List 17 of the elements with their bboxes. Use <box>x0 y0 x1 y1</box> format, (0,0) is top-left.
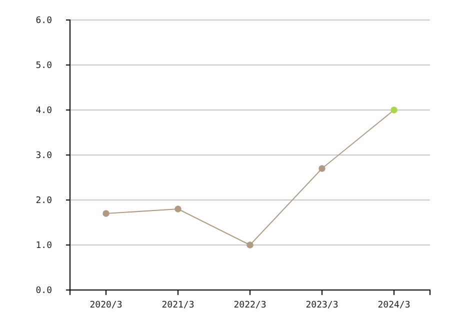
y-tick-label: 5.0 <box>36 60 52 71</box>
x-tick-label: 2022/3 <box>234 300 266 310</box>
y-tick-label: 6.0 <box>36 16 52 26</box>
y-tick-label: 1.0 <box>36 240 52 251</box>
x-tick-label: 2021/3 <box>162 300 194 310</box>
point <box>390 106 398 114</box>
y-tick-label: 2.0 <box>36 196 52 206</box>
point <box>102 210 110 217</box>
y-tick-label: 4.0 <box>36 106 52 116</box>
point <box>174 206 182 212</box>
point <box>246 242 254 248</box>
y-tick-label: 0.0 <box>36 286 52 296</box>
x-tick-label: 2024/3 <box>378 300 410 310</box>
point <box>318 165 326 172</box>
x-tick-label: 2020/3 <box>90 300 122 310</box>
y-tick-label: 3.0 <box>36 150 52 161</box>
x-tick-label: 2023/3 <box>306 300 338 310</box>
